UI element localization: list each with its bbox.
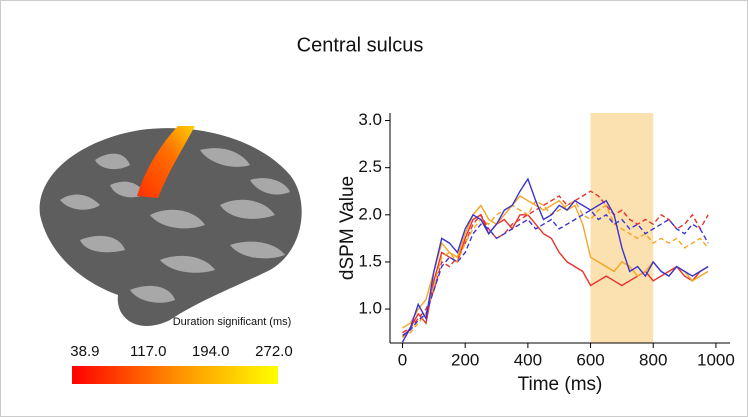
x-axis-label: Time (ms) — [518, 374, 603, 395]
series-line — [402, 190, 709, 334]
series-line — [401, 177, 709, 343]
y-axis-label: dSPM Value — [337, 176, 358, 280]
y-tick-label: 1.0 — [358, 299, 382, 318]
colorbar-tick-label: 117.0 — [130, 343, 166, 360]
colorbar-tick-label: 38.9 — [70, 343, 99, 360]
highlight-span — [590, 113, 654, 343]
y-tick-label: 1.5 — [358, 251, 382, 270]
x-tick-label: 600 — [576, 350, 604, 369]
brain — [39, 126, 302, 326]
y-tick-label: 2.0 — [358, 204, 382, 223]
x-tick-label: 800 — [639, 350, 667, 369]
figure-title: Central sulcus — [297, 34, 424, 56]
line-chart: 1.0 1.5 2.0 2.5 3.0 0 200 400 600 800 1000 Time (ms… — [337, 110, 735, 395]
series-line — [402, 209, 709, 337]
colorbar-label: Duration significant (ms) — [173, 316, 292, 328]
x-tick-label: 200 — [451, 350, 479, 369]
x-tick-label: 400 — [514, 350, 542, 369]
y-tick-label: 2.5 — [358, 157, 382, 176]
colorbar-group: 38.9 117.0 194.0 272.0 Duration significant … — [70, 316, 293, 384]
y-tick-label: 3.0 — [358, 110, 382, 129]
x-tick-label: 0 — [398, 350, 407, 369]
series-line — [402, 199, 709, 338]
x-tick-label: 1000 — [697, 350, 735, 369]
colorbar-tick-label: 272.0 — [255, 343, 293, 360]
colorbar — [72, 366, 278, 384]
colorbar-tick-label: 194.0 — [192, 343, 230, 360]
